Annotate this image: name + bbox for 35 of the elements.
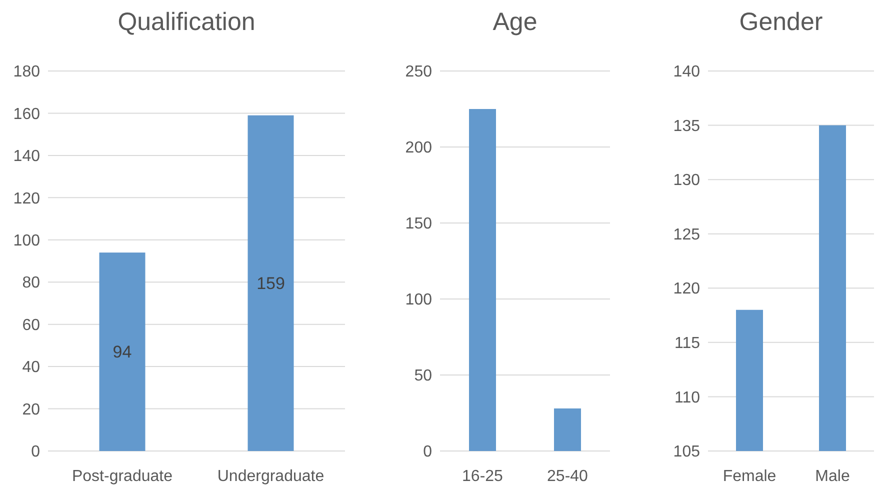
x-tick-label: Male (815, 468, 850, 485)
y-tick-label: 140 (13, 148, 40, 166)
chart-title: Qualification (118, 8, 256, 36)
data-label: 159 (256, 274, 285, 294)
y-tick-label: 115 (674, 335, 700, 352)
y-tick-label: 120 (13, 190, 40, 208)
y-tick-label: 110 (674, 389, 700, 406)
y-tick-label: 105 (673, 444, 700, 461)
y-tick-label: 100 (13, 232, 40, 250)
y-tick-label: 125 (673, 226, 700, 244)
y-tick-label: 50 (414, 368, 432, 385)
y-tick-label: 0 (31, 444, 40, 461)
data-label: 94 (112, 342, 132, 362)
y-tick-label: 130 (673, 172, 700, 190)
y-tick-label: 160 (13, 106, 40, 123)
x-tick-label: 16-25 (462, 468, 504, 485)
x-tick-label: 25-40 (547, 468, 588, 485)
y-tick-label: 40 (22, 359, 40, 376)
x-tick-label: Post-graduate (72, 468, 173, 485)
y-tick-label: 140 (673, 64, 700, 81)
y-tick-label: 120 (673, 280, 700, 298)
y-tick-label: 100 (405, 292, 432, 309)
y-tick-label: 20 (22, 401, 40, 418)
chart-title: Age (492, 8, 538, 36)
y-tick-label: 180 (13, 64, 40, 81)
y-tick-label: 0 (423, 444, 432, 461)
chart-title: Gender (739, 8, 823, 36)
x-tick-label: Undergraduate (217, 468, 324, 485)
y-tick-label: 150 (405, 216, 432, 233)
y-tick-label: 200 (405, 140, 432, 157)
y-tick-label: 250 (405, 64, 432, 81)
x-tick-label: Female (722, 468, 776, 485)
y-tick-label: 80 (22, 274, 40, 292)
y-tick-label: 135 (673, 118, 700, 135)
y-tick-label: 60 (22, 316, 40, 334)
